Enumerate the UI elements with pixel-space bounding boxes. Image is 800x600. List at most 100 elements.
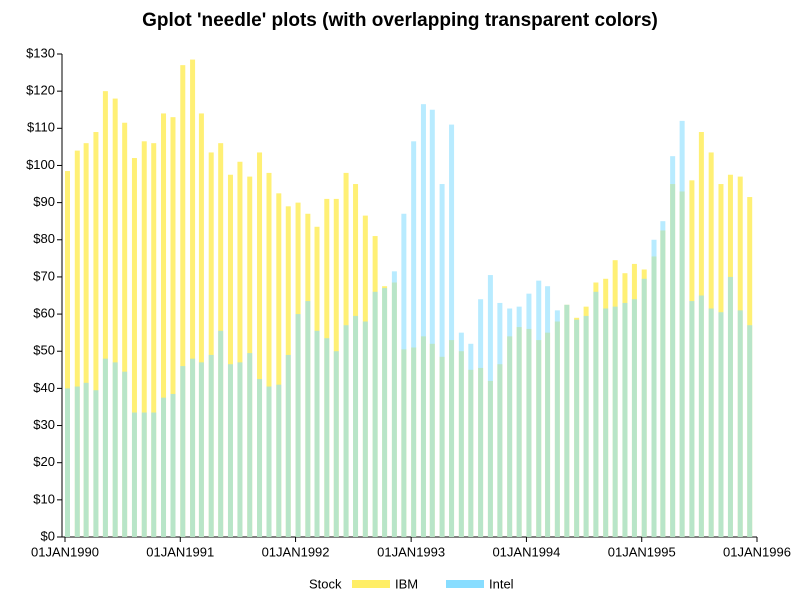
y-tick-label: $90 [33,194,55,209]
needle-bar [708,308,714,537]
needle-bar [151,412,157,537]
needle-bar [208,152,214,537]
needle-bar [122,371,128,537]
needle-bar [198,113,204,537]
needle-bar [497,302,503,537]
needle-bar [478,299,484,537]
needle-bar [574,319,580,537]
needle-bar [161,113,167,537]
needle-bar [583,315,589,537]
y-tick-label: $30 [33,417,55,432]
legend-title: Stock [309,576,342,591]
y-tick-label: $100 [26,157,55,172]
needle-bar [593,291,599,537]
needle-bar [190,59,196,537]
needle-bar [305,301,311,537]
needle-bar [727,276,733,537]
needle-bar [507,308,513,537]
needle-bar [429,109,435,537]
needle-bar [83,382,89,537]
needle-bar [737,310,743,537]
y-tick-label: $130 [26,45,55,60]
needle-bar [487,275,493,537]
x-tick-label: 01JAN1990 [31,544,99,559]
needle-bar [218,330,224,537]
needle-bar [439,184,445,538]
needle-bar [208,354,214,537]
needle-bar [458,332,464,537]
needle-bar [631,299,637,537]
needle-bar [641,278,647,537]
y-tick-label: $80 [33,231,55,246]
needle-bar [190,358,196,537]
needle-bar [554,310,560,537]
needle-bar [65,388,70,537]
legend-swatch [352,580,390,588]
needle-bar [237,362,243,537]
needle-bar [276,193,282,538]
needle-bar [382,288,388,537]
needle-bar [670,156,676,537]
needle-bar [102,91,108,538]
needle-bar [83,143,89,537]
needle-bar [372,291,378,537]
needle-bar [420,104,426,538]
needle-bar [247,353,253,537]
needle-bar [170,393,176,537]
needle-bar [198,362,204,537]
y-tick-label: $0 [41,528,55,543]
needle-bar [603,308,609,537]
needle-bar [526,293,532,537]
needle-bar [276,384,282,537]
y-tick-label: $120 [26,83,55,98]
y-tick-label: $40 [33,380,55,395]
needle-bar [401,213,407,537]
needle-bar [227,174,233,537]
needle-bar [468,343,474,537]
needle-bar [391,271,397,537]
needle-bar [65,171,70,538]
needle-bar [333,351,339,537]
needle-bar [74,386,80,537]
legend-label: IBM [395,576,418,591]
needle-bar [545,286,551,537]
needle-bar [266,172,272,537]
y-tick-label: $20 [33,454,55,469]
needle-bar [257,379,263,537]
needle-bar [122,122,128,537]
needle-bar [747,325,753,537]
needle-bar [353,315,359,537]
legend-swatch [446,580,484,588]
needle-bar [257,152,263,537]
needle-bar [651,239,657,537]
needle-bar [266,386,272,537]
needle-bar [411,141,417,538]
needle-bar [93,390,99,537]
needle-bar [718,312,724,537]
needle-bar [141,141,147,538]
needle-bar [141,412,147,537]
x-tick-label: 01JAN1996 [723,544,791,559]
needle-bar [612,306,618,537]
x-tick-label: 01JAN1991 [146,544,214,559]
needle-bar [622,302,628,537]
needle-bar [131,412,137,537]
needle-bar [237,161,243,537]
needle-bar [449,124,455,537]
needle-bar [660,221,666,537]
needle-bar [112,362,118,537]
needle-bar [324,338,330,537]
y-tick-label: $70 [33,268,55,283]
needle-bar [112,98,118,537]
needle-bar [74,150,80,537]
x-tick-label: 01JAN1995 [608,544,676,559]
x-tick-label: 01JAN1994 [492,544,560,559]
y-tick-label: $110 [27,120,55,135]
needle-bar [93,132,99,537]
needle-bar [170,117,176,538]
x-tick-label: 01JAN1993 [377,544,445,559]
needle-bar [180,366,186,537]
needle-bar [227,364,233,537]
needle-bar [180,65,186,538]
